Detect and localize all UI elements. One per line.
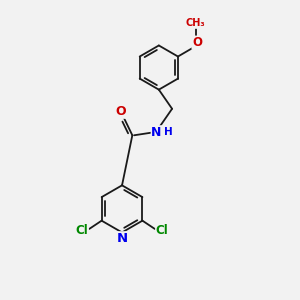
Text: Cl: Cl — [156, 224, 169, 237]
Text: CH₃: CH₃ — [186, 18, 206, 28]
Text: O: O — [192, 36, 202, 49]
Text: O: O — [116, 105, 127, 118]
Text: N: N — [151, 126, 162, 139]
Text: Cl: Cl — [76, 224, 88, 237]
Text: N: N — [116, 232, 128, 245]
Text: H: H — [164, 127, 172, 137]
